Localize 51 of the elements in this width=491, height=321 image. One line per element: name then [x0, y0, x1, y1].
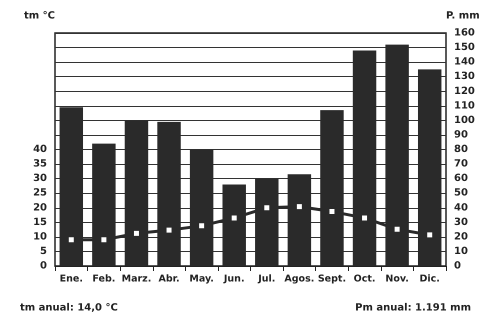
- y2-tick-label: 100: [454, 114, 475, 126]
- x-tick-label: Feb.: [92, 274, 116, 284]
- y-tick-label: 15: [33, 216, 48, 228]
- x-tick-label: Agos.: [284, 274, 314, 284]
- x-tick-label: Ene.: [60, 274, 83, 284]
- x-tick-label: Marz.: [122, 274, 152, 284]
- point: [394, 226, 401, 233]
- x-tick-label: Nov.: [385, 274, 409, 284]
- x-tick-label: Sept.: [318, 274, 346, 284]
- y2-tick-label: 10: [454, 246, 468, 257]
- x-tick-label: May.: [189, 274, 214, 284]
- text: tm anual: 14,0 °C: [20, 302, 118, 314]
- y-tick-label: 0: [40, 260, 48, 272]
- y2-tick-label: 110: [454, 100, 475, 112]
- y-tick-label: 25: [33, 188, 48, 199]
- point: [426, 231, 434, 238]
- y2-tick-label: 0: [454, 260, 461, 272]
- x-tick-label: Jun.: [222, 274, 245, 284]
- y-tick-label: 40: [33, 144, 48, 155]
- y2-tick-label: 120: [454, 86, 475, 97]
- x-tick-label: Oct.: [354, 274, 376, 284]
- y2-tick-label: 70: [454, 158, 468, 170]
- y2-tick-label: 130: [454, 71, 475, 82]
- y2-tick-label: 80: [454, 144, 468, 155]
- text: Pm anual: 1.191 mm: [355, 302, 472, 314]
- x-tick-label: Jul.: [257, 274, 276, 284]
- y2-tick-label: 30: [454, 216, 468, 228]
- point: [263, 204, 270, 212]
- y-tick-label: 35: [33, 158, 48, 170]
- point: [132, 230, 140, 237]
- y-tick-label: 20: [33, 202, 48, 214]
- point: [68, 236, 75, 244]
- y2-tick-label: 60: [454, 173, 468, 184]
- y2-tick-label: 90: [454, 129, 468, 140]
- x-tick-label: Dic.: [420, 274, 440, 284]
- y-tick-label: 30: [33, 173, 48, 184]
- y2-tick-label: 140: [454, 56, 475, 68]
- y-axis-title: tm °C: [24, 10, 55, 22]
- y-tick-label: 10: [33, 231, 48, 242]
- x-tick-label: Abr.: [158, 274, 180, 284]
- y2-tick-label: 50: [454, 188, 468, 199]
- y2-axis-title: P. mm: [446, 10, 480, 22]
- y2-tick-label: 40: [454, 202, 468, 214]
- point: [198, 222, 206, 230]
- y2-tick-label: 20: [454, 231, 468, 242]
- point: [100, 236, 108, 244]
- point: [296, 203, 303, 210]
- y-tick-label: 5: [40, 246, 48, 257]
- y2-tick-label: 150: [454, 42, 475, 54]
- point: [166, 226, 173, 234]
- y2-tick-label: 160: [454, 28, 475, 38]
